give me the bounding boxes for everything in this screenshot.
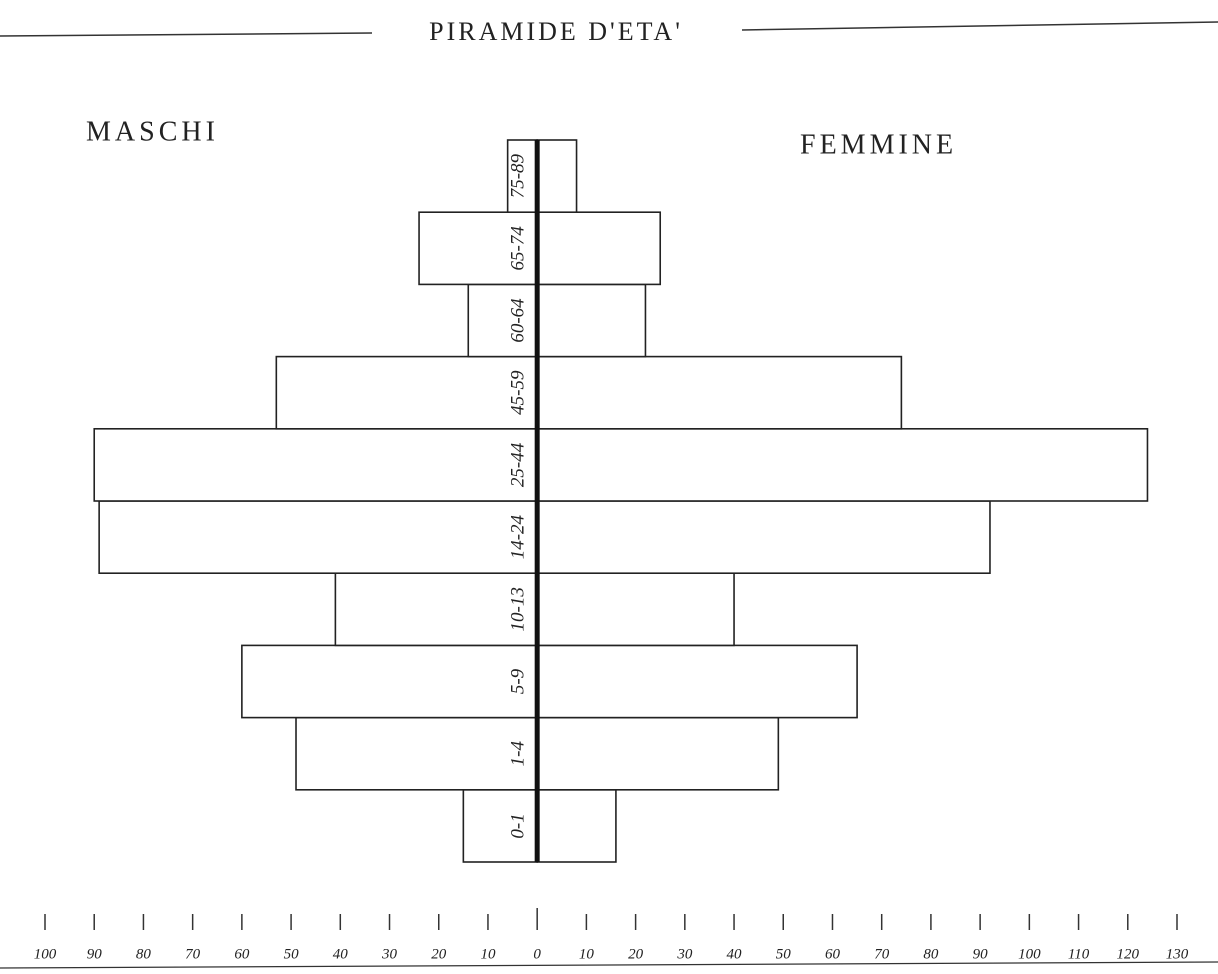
x-tick-label: 50 (284, 946, 300, 962)
bar (418, 211, 538, 286)
x-tick-label: 60 (825, 946, 841, 962)
legend-label: FEMMINE (800, 129, 957, 160)
bar (536, 716, 780, 791)
x-tick-label: 70 (185, 946, 201, 962)
bar (334, 572, 538, 647)
x-tick-label: 30 (381, 946, 398, 962)
bar (536, 500, 991, 574)
x-tick-label: 90 (973, 946, 989, 962)
category-label: 75-89 (508, 153, 529, 198)
x-tick-label: 20 (628, 946, 644, 962)
bottom-rule (0, 961, 1218, 969)
x-tick-label: 50 (776, 946, 792, 962)
x-tick-label: 20 (431, 946, 447, 962)
x-tick-label: 0 (533, 946, 541, 962)
bar (98, 500, 538, 574)
x-tick-label: 30 (676, 946, 693, 962)
category-label: 0-1 (508, 813, 529, 838)
x-tick-label: 120 (1117, 946, 1140, 962)
bar (536, 139, 578, 213)
x-tick-label: 100 (1018, 946, 1041, 962)
legend-label: MASCHI (86, 116, 219, 147)
bar (536, 644, 858, 719)
bar (536, 427, 1149, 502)
title-rule (741, 21, 1218, 31)
bar (536, 788, 617, 863)
x-tick-label: 130 (1166, 946, 1189, 962)
title-rule (0, 32, 373, 37)
x-tick-label: 80 (136, 946, 152, 962)
category-label: 45-59 (508, 370, 529, 415)
chart-title: PIRAMIDE D'ETA' (429, 17, 683, 46)
x-tick-label: 100 (34, 946, 57, 962)
bar (536, 211, 662, 286)
bar (536, 572, 735, 647)
category-label: 10-13 (508, 587, 529, 631)
category-label: 60-64 (508, 298, 529, 343)
x-tick-label: 110 (1068, 946, 1090, 962)
category-label: 14-24 (508, 514, 529, 559)
x-tick-label: 10 (480, 946, 496, 962)
bar (295, 716, 538, 791)
bar (536, 283, 647, 358)
x-tick-label: 90 (87, 946, 103, 962)
category-label: 25-44 (508, 442, 529, 487)
bar (536, 355, 903, 430)
category-label: 5-9 (508, 668, 529, 694)
category-label: 1-4 (508, 741, 529, 767)
bar (275, 355, 538, 430)
x-tick-label: 70 (874, 946, 890, 962)
x-tick-label: 80 (923, 946, 939, 962)
x-tick-label: 40 (333, 946, 349, 962)
x-tick-label: 10 (579, 946, 595, 962)
bar (241, 644, 538, 719)
x-tick-label: 60 (234, 946, 250, 962)
category-label: 65-74 (508, 226, 529, 271)
bar (93, 427, 538, 502)
bar (462, 788, 538, 863)
x-tick-label: 40 (727, 946, 743, 962)
